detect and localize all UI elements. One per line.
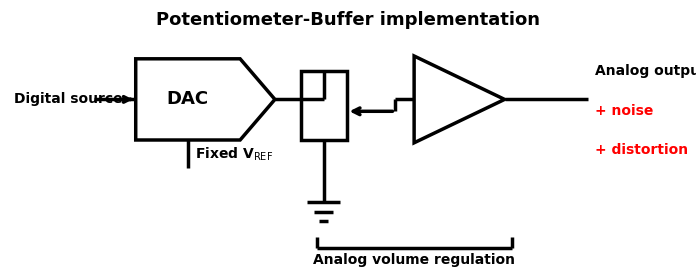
Text: Fixed V$_{\rm REF}$: Fixed V$_{\rm REF}$ — [195, 145, 273, 163]
Text: + distortion: + distortion — [595, 143, 688, 157]
Text: Analog volume regulation: Analog volume regulation — [313, 253, 515, 267]
Text: DAC: DAC — [167, 90, 209, 108]
Text: + noise: + noise — [595, 104, 654, 118]
Text: Analog output: Analog output — [595, 64, 696, 78]
Bar — [301, 71, 347, 140]
Text: Digital source: Digital source — [14, 92, 122, 106]
Text: Potentiometer-Buffer implementation: Potentiometer-Buffer implementation — [156, 11, 540, 29]
